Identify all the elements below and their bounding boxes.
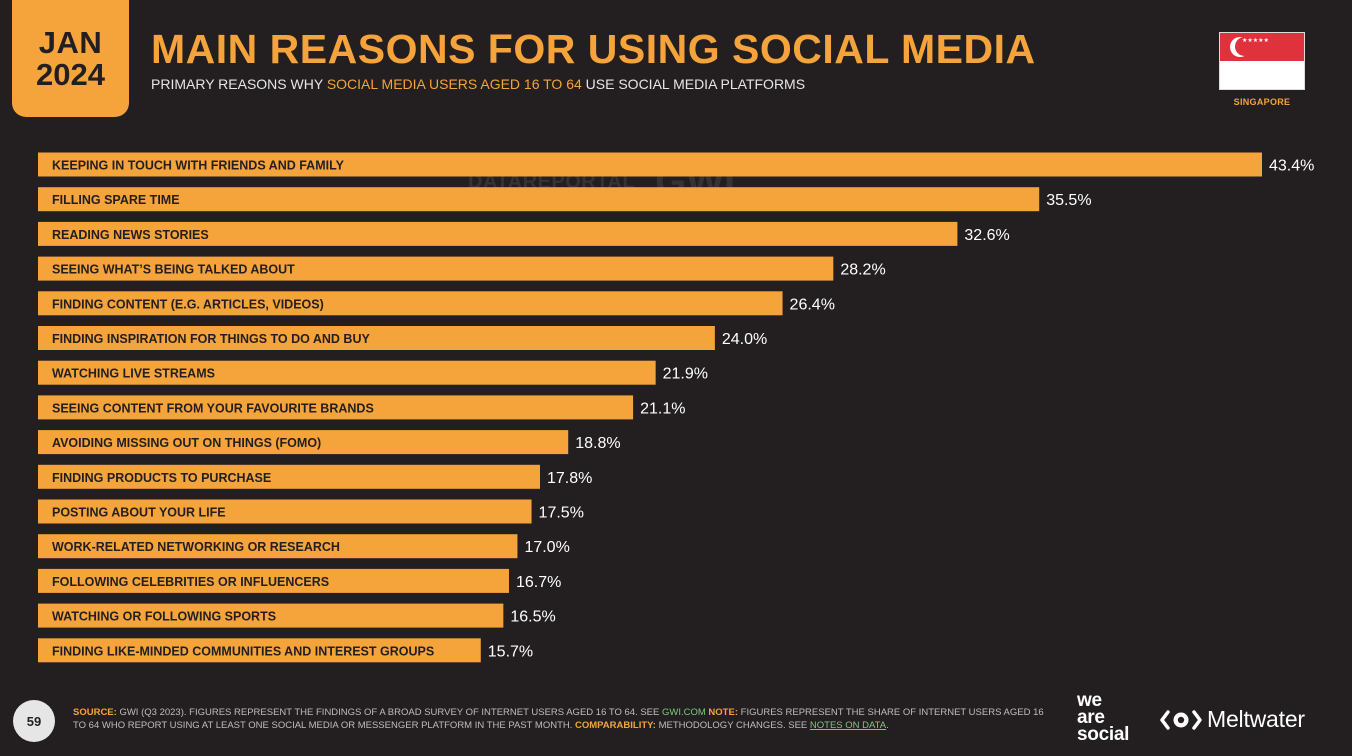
bar-row: READING NEWS STORIES 32.6% [38,221,1010,246]
bar [38,499,532,524]
bar-row: SEEING CONTENT FROM YOUR FAVOURITE BRAND… [38,395,685,420]
bar [38,326,715,350]
we-are-social-logo: we are social [1077,690,1130,745]
bar-row: FOLLOWING CELEBRITIES OR INFLUENCERS 16.7… [38,568,561,593]
subtitle-prefix: PRIMARY REASONS WHY [151,76,327,92]
bar-row: AVOIDING MISSING OUT ON THINGS (FOMO) 18.… [38,430,621,455]
badge-month: JAN [38,24,103,60]
bar-row: FILLING SPARE TIME 35.5% [38,187,1092,212]
bar-value-label: 17.0% [524,539,569,556]
bar-category-label: WORK-RELATED NETWORKING OR RESEARCH [52,540,340,554]
bar-value-label: 26.4% [790,296,835,313]
bar-value-label: 17.8% [547,470,592,487]
bar [38,395,634,420]
bar [38,152,1262,177]
bar-category-label: FOLLOWING CELEBRITIES OR INFLUENCERS [52,575,329,589]
bar-category-label: FINDING INSPIRATION FOR THINGS TO DO AND… [52,332,370,346]
bar-category-label: KEEPING IN TOUCH WITH FRIENDS AND FAMILY [52,159,345,173]
bar-category-label: FINDING PRODUCTS TO PURCHASE [52,471,271,485]
bar-value-label: 16.5% [510,609,555,626]
bar-chart: KEEPING IN TOUCH WITH FRIENDS AND FAMILY… [38,152,1314,663]
bar-row: FINDING LIKE-MINDED COMMUNITIES AND INTE… [38,638,533,663]
bar-category-label: POSTING ABOUT YOUR LIFE [52,506,226,520]
bar-row: FINDING CONTENT (E.G. ARTICLES, VIDEOS) 2… [38,291,835,316]
notes-on-data-link[interactable]: NOTES ON DATA [809,720,887,731]
subtitle-suffix: USE SOCIAL MEDIA PLATFORMS [581,76,806,92]
bar-value-label: 35.5% [1046,192,1091,209]
bar [38,638,481,663]
bar-category-label: AVOIDING MISSING OUT ON THINGS (FOMO) [52,436,321,450]
subtitle-highlight: SOCIAL MEDIA USERS AGED 16 TO 64 [326,76,582,92]
country-label: SINGAPORE [1233,97,1291,107]
bar-category-label: FINDING LIKE-MINDED COMMUNITIES AND INTE… [52,644,434,658]
bar-row: KEEPING IN TOUCH WITH FRIENDS AND FAMILY… [38,152,1314,177]
bar-value-label: 28.2% [840,262,885,279]
flag-stars: ★★★★★ [1242,38,1269,44]
bar-category-label: FINDING CONTENT (E.G. ARTICLES, VIDEOS) [52,297,324,311]
bar-category-label: WATCHING LIVE STREAMS [52,367,215,381]
bar-category-label: SEEING CONTENT FROM YOUR FAVOURITE BRAND… [52,401,374,415]
bar-row: POSTING ABOUT YOUR LIFE 17.5% [38,499,584,524]
gwi-link[interactable]: GWI.COM [661,707,706,718]
bar-value-label: 24.0% [722,331,767,348]
bar-row: WATCHING OR FOLLOWING SPORTS 16.5% [38,603,556,628]
footer-source: SOURCE: GWI (Q3 2023). FIGURES REPRESENT… [73,706,1058,732]
bar [38,256,834,281]
bar [38,603,504,628]
bar-category-label: WATCHING OR FOLLOWING SPORTS [52,610,276,624]
was-line-3: social [1077,724,1130,745]
bar-row: WORK-RELATED NETWORKING OR RESEARCH 17.0% [38,534,570,559]
bar-category-label: SEEING WHAT’S BEING TALKED ABOUT [52,263,295,277]
bar-row: WATCHING LIVE STREAMS 21.9% [38,360,708,385]
bar-value-label: 18.8% [575,435,620,452]
bar [38,221,958,246]
footer-trailing: . [886,720,889,731]
bar-category-label: READING NEWS STORIES [52,228,209,242]
was-line-1: we [1077,690,1102,711]
bar [38,187,1040,212]
bar [38,568,509,593]
comparability-text: METHODOLOGY CHANGES. SEE [655,720,810,731]
bar-value-label: 21.9% [663,366,708,383]
bar-row: SEEING WHAT’S BEING TALKED ABOUT 28.2% [38,256,886,281]
singapore-flag-icon: ★★★★★ [1219,32,1305,90]
meltwater-icon [1160,709,1202,730]
bar-value-label: 21.1% [640,400,685,417]
comparability-label: COMPARABILITY: [575,720,656,731]
bar-value-label: 15.7% [488,643,533,660]
bar-value-label: 43.4% [1269,158,1314,175]
page-subtitle: PRIMARY REASONS WHY SOCIAL MEDIA USERS A… [151,76,805,92]
bar [38,291,783,316]
source-label: SOURCE: [73,707,117,718]
bar [38,464,541,489]
date-badge: JAN 2024 [12,0,129,117]
bar [38,430,569,455]
meltwater-logo: Meltwater [1160,706,1305,733]
badge-year: 2024 [36,56,105,92]
note-text: FIGURES REPRESENT THE SHARE OF INTERNET … [73,707,1044,731]
bar [38,360,656,385]
bar-row: FINDING PRODUCTS TO PURCHASE 17.8% [38,464,592,489]
bar-value-label: 17.5% [539,505,584,522]
page-title: MAIN REASONS FOR USING SOCIAL MEDIA [151,26,1036,72]
note-label: NOTE: [705,707,738,718]
bar [38,534,518,559]
bar-category-label: FILLING SPARE TIME [52,193,180,207]
bar-value-label: 16.7% [516,574,561,591]
bar-value-label: 32.6% [964,227,1009,244]
source-text: GWI (Q3 2023). FIGURES REPRESENT THE FIN… [116,707,662,718]
was-line-2: are [1077,707,1105,728]
bar-row: FINDING INSPIRATION FOR THINGS TO DO AND… [38,326,767,350]
meltwater-wordmark: Meltwater [1207,706,1305,732]
page-number: 59 [13,700,55,742]
